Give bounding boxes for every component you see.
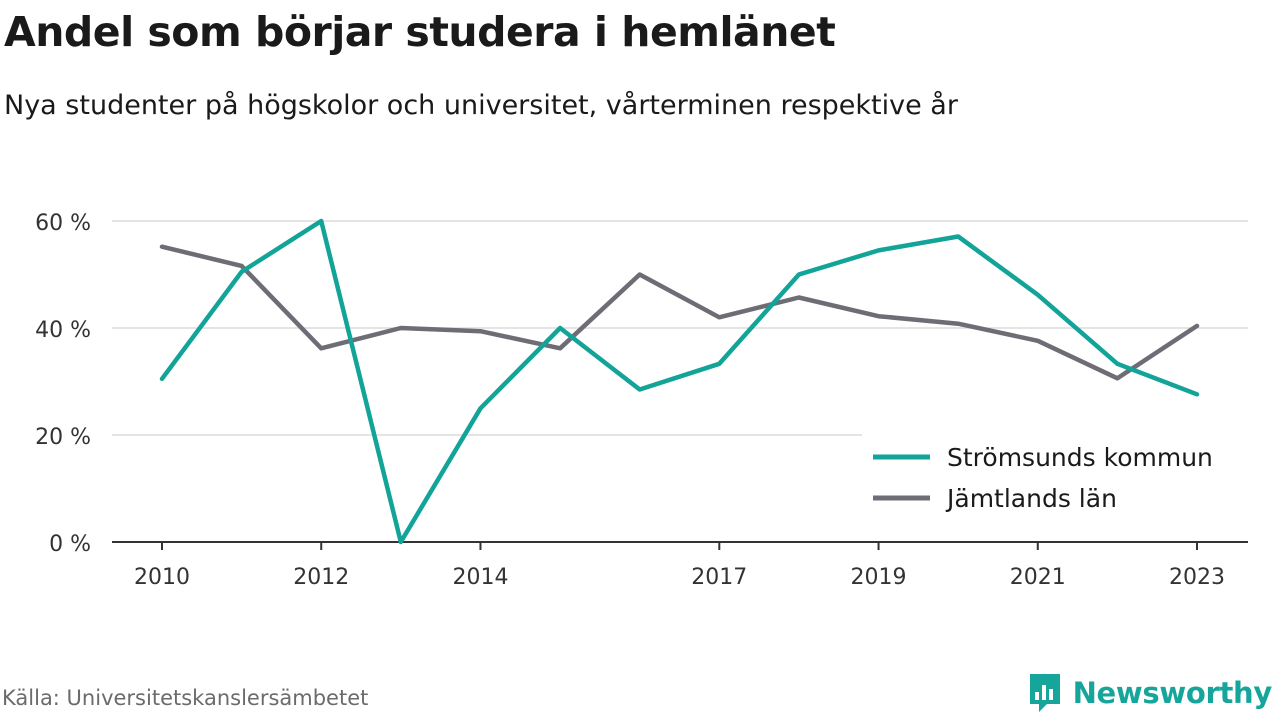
x-tick-label: 2017: [691, 565, 747, 590]
chart-title: Andel som börjar studera i hemlänet: [4, 8, 836, 56]
series-line-1: [159, 244, 1200, 381]
x-tick-label: 2014: [452, 565, 508, 590]
x-tick-label: 2019: [851, 565, 907, 590]
chart-subtitle: Nya studenter på högskolor och universit…: [4, 90, 958, 121]
line-chart: 0 % 20 % 40 % 60 % 2010 2012 2014 2017 2019 2021 2…: [35, 211, 1248, 590]
legend-label: Strömsunds kommun: [947, 443, 1213, 472]
axes: 0 % 20 % 40 % 60 % 2010 2012 2014 2017 2019 2021 2…: [35, 211, 1248, 590]
y-tick-label: 60 %: [35, 211, 91, 236]
x-tick-label: 2021: [1010, 565, 1066, 590]
y-tick-label: 20 %: [35, 425, 91, 450]
bar-chart-bubble-icon: [1029, 674, 1060, 712]
series-lines: [159, 218, 1200, 545]
legend-background: [862, 434, 1248, 538]
brand-logo: Newsworthy: [1027, 672, 1272, 714]
x-tick-label: 2010: [134, 565, 190, 590]
x-tick-label: 2012: [293, 565, 349, 590]
series-line-0: [159, 218, 1200, 545]
legend: Strömsunds kommun Jämtlands län: [862, 434, 1248, 538]
x-tick-label: 2023: [1169, 565, 1225, 590]
source-note: Källa: Universitetskanslersämbetet: [2, 686, 369, 710]
brand-name: Newsworthy: [1072, 676, 1273, 710]
y-tick-label: 40 %: [35, 318, 91, 343]
legend-label: Jämtlands län: [945, 484, 1117, 513]
y-tick-label: 0 %: [49, 532, 91, 557]
